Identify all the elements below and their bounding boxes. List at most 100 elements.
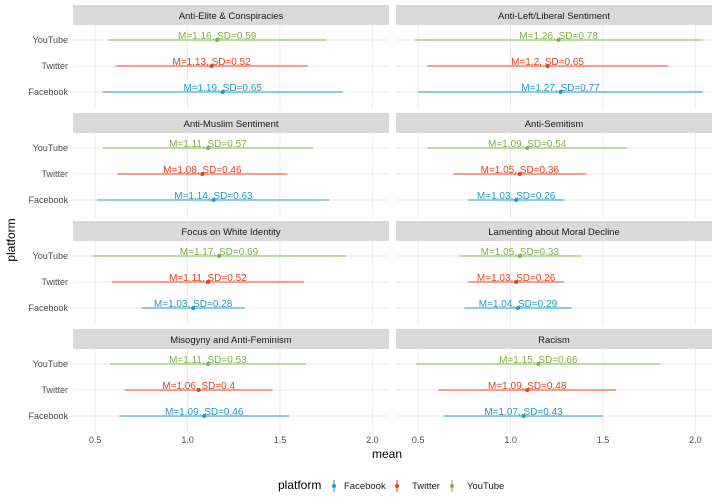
data-label-youtube: M=1.15, SD=0.66 (499, 355, 578, 366)
legend-point-twitter (395, 484, 399, 488)
mean-point-youtube (216, 254, 221, 258)
mean-point-youtube (215, 38, 220, 42)
x-tick-label: 1.5 (597, 435, 610, 445)
panel-title: Anti-Muslim Sentiment (183, 119, 278, 130)
x-tick-label: 2.0 (689, 435, 702, 445)
legend: platform Facebook Twitter YouTube (278, 478, 504, 492)
legend-label-twitter: Twitter (412, 481, 440, 492)
data-label-youtube: M=1.09, SD=0.54 (488, 139, 567, 150)
mean-point-twitter (200, 172, 205, 176)
data-label-twitter: M=1.09, SD=0.48 (488, 381, 567, 392)
mean-point-facebook (558, 90, 563, 94)
panel-title: Anti-Elite & Conspiracies (179, 11, 284, 22)
mean-point-youtube (517, 254, 522, 258)
x-tick-label: 1.0 (504, 435, 517, 445)
data-label-facebook: M=1.19, SD=0.65 (183, 83, 262, 94)
panel-strip (73, 113, 389, 133)
y-tick-label: Facebook (28, 303, 68, 313)
x-tick-label: 0.5 (412, 435, 425, 445)
panel-misogyny-and-anti-feminism: Misogyny and Anti-Feminism M=1.11, SD=0.5… (28, 329, 389, 445)
x-axis-title: mean (372, 447, 402, 461)
data-label-youtube: M=1.16, SD=0.59 (178, 31, 257, 42)
mean-point-twitter (196, 388, 201, 392)
data-label-twitter: M=1.2, SD=0.65 (511, 57, 584, 68)
mean-point-twitter (545, 64, 550, 68)
legend-title: platform (278, 478, 321, 492)
data-label-youtube: M=1.11, SD=0.57 (169, 139, 247, 150)
panel-strip (396, 221, 712, 241)
mean-point-twitter (209, 64, 214, 68)
y-tick-label: Facebook (28, 195, 68, 205)
panels: Anti-Elite & Conspiracies M=1.16, SD=0.59… (28, 5, 712, 445)
y-tick-label: Twitter (41, 385, 68, 395)
panel-anti-elite-conspiracies: Anti-Elite & Conspiracies M=1.16, SD=0.59… (28, 5, 389, 110)
data-label-twitter: M=1.13, SD=0.52 (172, 57, 251, 68)
data-label-facebook: M=1.14, SD=0.63 (174, 191, 253, 202)
mean-point-twitter (517, 172, 522, 176)
y-tick-label: YouTube (33, 251, 68, 261)
panel-strip (73, 329, 389, 349)
panel-strip (396, 113, 712, 133)
x-tick-label: 1.0 (181, 435, 194, 445)
data-label-twitter: M=1.08, SD=0.46 (163, 165, 242, 176)
data-label-youtube: M=1.26, SD=0.78 (519, 31, 598, 42)
legend-label-facebook: Facebook (344, 481, 386, 492)
panel-title: Anti-Left/Liberal Sentiment (498, 11, 610, 22)
mean-point-facebook (202, 414, 207, 418)
mean-point-youtube (536, 362, 541, 366)
panel-title: Focus on White Identity (181, 227, 281, 238)
panel-focus-on-white-identity: Focus on White Identity M=1.17, SD=0.69 M=… (28, 221, 389, 326)
panel-racism: Racism M=1.15, SD=0.66 M=1.09, SD=0.48 M=1.… (396, 329, 712, 445)
mean-point-youtube (205, 146, 210, 150)
y-tick-label: Facebook (28, 411, 68, 421)
mean-point-youtube (556, 38, 561, 42)
mean-point-twitter (205, 280, 210, 284)
x-tick-label: 1.5 (274, 435, 287, 445)
mean-point-facebook (514, 198, 519, 202)
legend-label-youtube: YouTube (467, 481, 504, 492)
legend-point-youtube (450, 484, 454, 488)
data-label-twitter: M=1.06, SD=0.4 (162, 381, 235, 392)
panel-title: Anti-Semitism (525, 119, 584, 130)
mean-point-facebook (220, 90, 225, 94)
mean-point-twitter (525, 388, 530, 392)
data-label-youtube: M=1.17, SD=0.69 (180, 247, 259, 258)
y-axis-title: platform (4, 218, 18, 261)
y-tick-label: YouTube (33, 143, 68, 153)
panel-lamenting-about-moral-decline: Lamenting about Moral Decline M=1.05, SD=… (396, 221, 712, 326)
data-label-twitter: M=1.11, SD=0.52 (169, 273, 247, 284)
data-label-facebook: M=1.09, SD=0.46 (165, 407, 244, 418)
y-tick-label: Twitter (41, 61, 68, 71)
panel-title: Lamenting about Moral Decline (488, 227, 620, 238)
panel-strip (73, 221, 389, 241)
data-label-facebook: M=1.27, SD=0.77 (521, 83, 600, 94)
data-label-facebook: M=1.03, SD=0.28 (154, 299, 233, 310)
y-tick-label: Twitter (41, 169, 68, 179)
x-tick-label: 2.0 (366, 435, 379, 445)
mean-point-facebook (521, 414, 526, 418)
panel-anti-muslim-sentiment: Anti-Muslim Sentiment M=1.11, SD=0.57 M=1.… (28, 113, 389, 218)
mean-point-facebook (191, 306, 196, 310)
mean-point-twitter (514, 280, 519, 284)
y-tick-label: YouTube (33, 359, 68, 369)
panel-title: Racism (538, 335, 570, 346)
mean-point-facebook (515, 306, 520, 310)
mean-point-youtube (205, 362, 210, 366)
data-label-twitter: M=1.03, SD=0.26 (477, 273, 556, 284)
y-tick-label: Twitter (41, 277, 68, 287)
panel-anti-left-liberal-sentiment: Anti-Left/Liberal Sentiment M=1.26, SD=0.… (396, 5, 712, 110)
data-label-facebook: M=1.07, SD=0.43 (484, 407, 563, 418)
data-label-facebook: M=1.03, SD=0.26 (477, 191, 556, 202)
legend-point-facebook (332, 484, 336, 488)
data-label-youtube: M=1.11, SD=0.53 (169, 355, 247, 366)
x-tick-label: 0.5 (89, 435, 102, 445)
data-label-youtube: M=1.05, SD=0.33 (481, 247, 560, 258)
data-label-facebook: M=1.04, SD=0.29 (479, 299, 558, 310)
panel-strip (396, 5, 712, 25)
data-label-twitter: M=1.05, SD=0.36 (481, 165, 560, 176)
panel-anti-semitism: Anti-Semitism M=1.09, SD=0.54 M=1.05, SD=0… (396, 113, 712, 218)
y-tick-label: YouTube (33, 35, 68, 45)
panel-strip (396, 329, 712, 349)
